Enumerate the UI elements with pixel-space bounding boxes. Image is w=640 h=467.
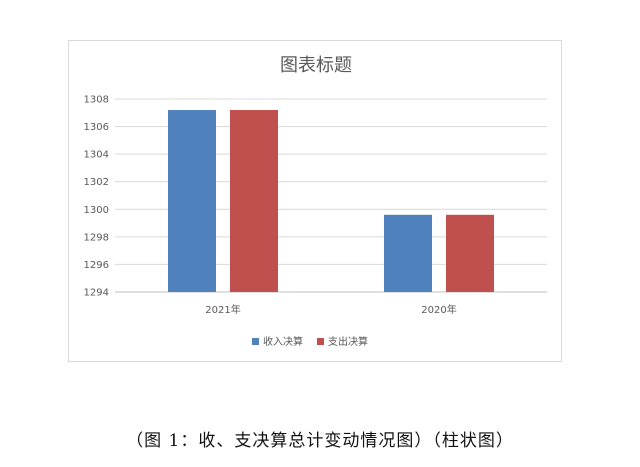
y-tick-label: 1302 xyxy=(84,177,109,188)
y-tick-label: 1296 xyxy=(84,260,109,271)
x-category-label: 2021年 xyxy=(205,303,240,316)
y-tick-label: 1294 xyxy=(84,288,109,299)
legend-label: 支出决算 xyxy=(328,335,368,348)
y-tick-label: 1304 xyxy=(84,150,109,161)
chart-title: 图表标题 xyxy=(280,55,352,76)
bar-income xyxy=(384,214,432,292)
x-category-label: 2020年 xyxy=(421,303,456,316)
legend-swatch xyxy=(317,338,324,345)
legend-swatch xyxy=(252,338,259,345)
bar-income xyxy=(168,110,216,293)
legend-label: 收入决算 xyxy=(263,335,303,348)
bar-chart: 图表标题 1294 1296 1298 1300 1302 1304 1306 1308 202… xyxy=(84,55,547,348)
figure-caption: （图 1：收、支决算总计变动情况图）（柱状图） xyxy=(126,431,514,451)
chart-frame: 图表标题 1294 1296 1298 1300 1302 1304 1306 1308 202… xyxy=(68,40,562,362)
y-tick-label: 1298 xyxy=(84,232,109,243)
y-tick-label: 1306 xyxy=(84,122,109,133)
bar-expense xyxy=(230,110,278,293)
y-tick-label: 1300 xyxy=(84,205,109,216)
bar-expense xyxy=(446,214,494,292)
y-tick-label: 1308 xyxy=(84,95,109,106)
